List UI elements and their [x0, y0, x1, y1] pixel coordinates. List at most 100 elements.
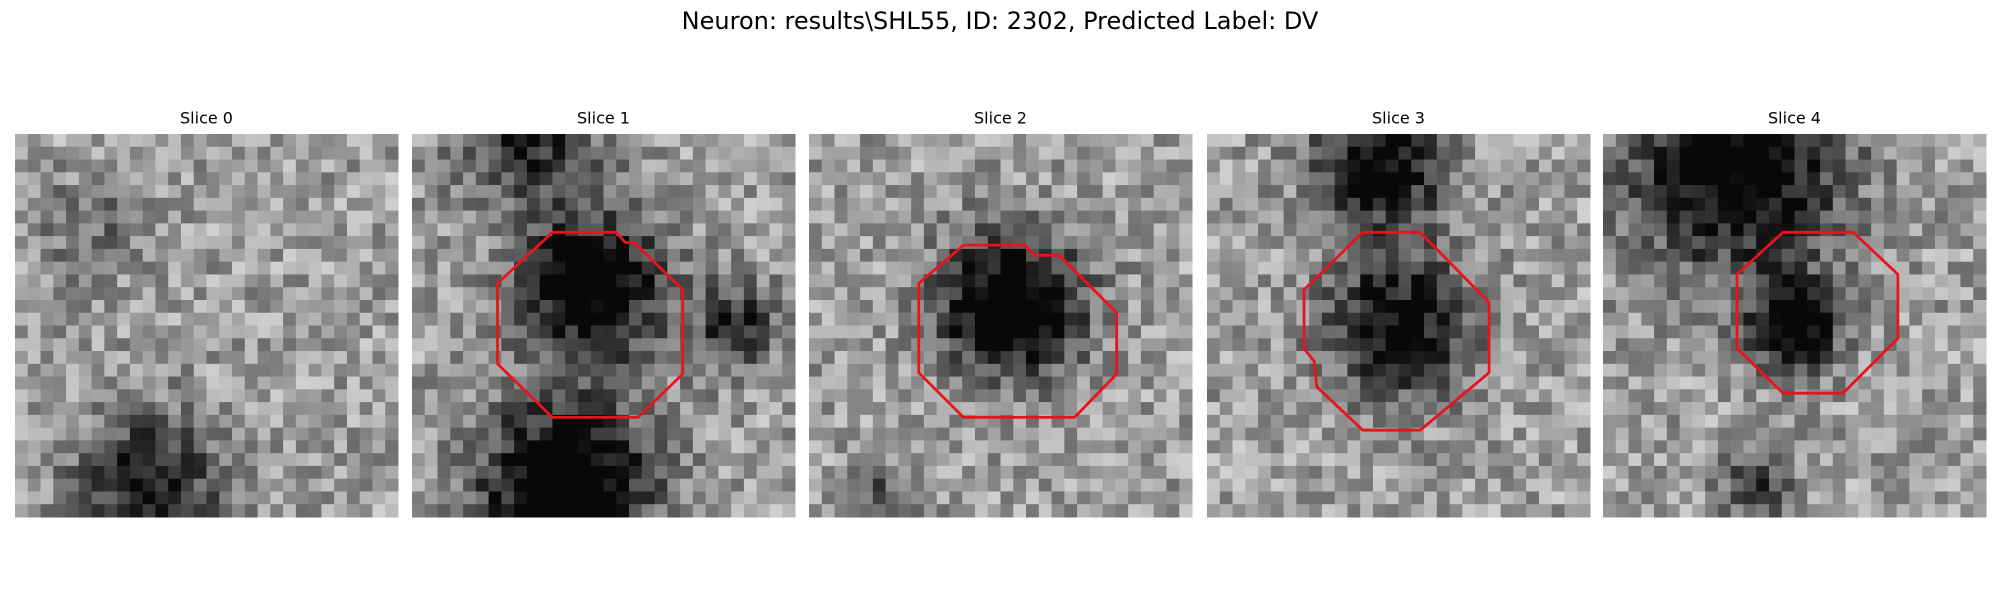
pixel	[283, 185, 297, 199]
pixel	[552, 325, 566, 339]
pixel	[27, 351, 42, 365]
pixel	[641, 465, 656, 480]
pixel	[1347, 146, 1361, 161]
pixel	[1487, 504, 1502, 518]
pixel	[667, 172, 681, 186]
pixel	[270, 414, 284, 429]
pixel	[1743, 427, 1757, 441]
pixel	[78, 299, 93, 314]
pixel	[308, 351, 322, 365]
pixel	[142, 389, 156, 403]
pixel	[514, 236, 528, 250]
pixel	[769, 274, 783, 288]
pixel	[692, 146, 707, 161]
pixel	[40, 159, 54, 173]
pixel	[1347, 427, 1361, 441]
pixel	[1679, 504, 1693, 518]
pixel	[1603, 210, 1617, 224]
pixel	[488, 402, 502, 416]
pixel	[885, 427, 899, 441]
pixel	[1603, 185, 1617, 199]
pixel	[1013, 210, 1027, 224]
pixel	[526, 185, 541, 199]
pixel	[565, 427, 579, 441]
pixel	[1743, 197, 1757, 212]
pixel	[1115, 427, 1129, 441]
pixel	[219, 172, 233, 186]
pixel	[1153, 312, 1167, 326]
pixel	[1064, 325, 1078, 339]
pixel	[1513, 440, 1527, 454]
pixel	[475, 491, 490, 505]
pixel	[898, 197, 912, 212]
pixel	[104, 440, 118, 454]
pixel	[1768, 478, 1783, 492]
pixel	[1051, 299, 1065, 314]
pixel	[1538, 261, 1553, 275]
pixel	[475, 197, 490, 212]
pixel	[860, 287, 874, 301]
pixel	[847, 453, 861, 467]
pixel	[756, 376, 770, 390]
pixel	[1666, 210, 1681, 224]
pixel	[1666, 491, 1681, 505]
pixel	[1615, 440, 1630, 454]
pixel	[1858, 465, 1872, 480]
pixel	[1883, 299, 1898, 314]
pixel	[1922, 172, 1936, 186]
pixel	[91, 351, 105, 365]
pixel	[1051, 223, 1065, 237]
pixel	[308, 287, 322, 301]
pixel	[1577, 146, 1591, 161]
pixel	[1551, 248, 1565, 263]
pixel	[1526, 504, 1540, 518]
pixel	[1896, 274, 1910, 288]
pixel	[1845, 172, 1859, 186]
pixel	[104, 427, 118, 441]
pixel	[1705, 197, 1719, 212]
pixel	[590, 363, 604, 378]
pixel	[1372, 402, 1387, 416]
pixel	[743, 312, 758, 326]
pixel	[1321, 134, 1336, 148]
pixel	[142, 427, 156, 441]
pixel	[1743, 402, 1757, 416]
pixel	[769, 287, 783, 301]
pixel	[654, 491, 668, 505]
pixel	[1115, 185, 1129, 199]
pixel	[412, 453, 426, 467]
pixel	[1513, 134, 1527, 148]
pixel	[1628, 312, 1642, 326]
pixel	[1064, 440, 1078, 454]
pixel	[155, 427, 169, 441]
pixel	[1871, 274, 1885, 288]
pixel	[321, 146, 335, 161]
pixel	[552, 274, 566, 288]
pixel	[552, 389, 566, 403]
pixel	[450, 210, 464, 224]
pixel	[1513, 351, 1527, 365]
pixel	[667, 351, 681, 365]
pixel	[142, 478, 156, 492]
pixel	[809, 376, 823, 390]
pixel	[923, 440, 938, 454]
pixel	[1909, 185, 1923, 199]
pixel	[1089, 197, 1104, 212]
pixel	[1654, 236, 1668, 250]
pixel	[283, 274, 297, 288]
pixel	[1845, 491, 1859, 505]
pixel	[1922, 376, 1936, 390]
pixel	[1283, 210, 1297, 224]
pixel	[1064, 210, 1078, 224]
pixel	[962, 159, 976, 173]
pixel	[1179, 376, 1193, 390]
pixel	[1807, 491, 1821, 505]
pixel	[1038, 261, 1053, 275]
pixel	[539, 287, 553, 301]
pixel	[78, 376, 93, 390]
pixel	[1360, 210, 1374, 224]
pixel	[412, 389, 426, 403]
pixel	[834, 402, 848, 416]
pixel	[1871, 440, 1885, 454]
pixel	[219, 312, 233, 326]
